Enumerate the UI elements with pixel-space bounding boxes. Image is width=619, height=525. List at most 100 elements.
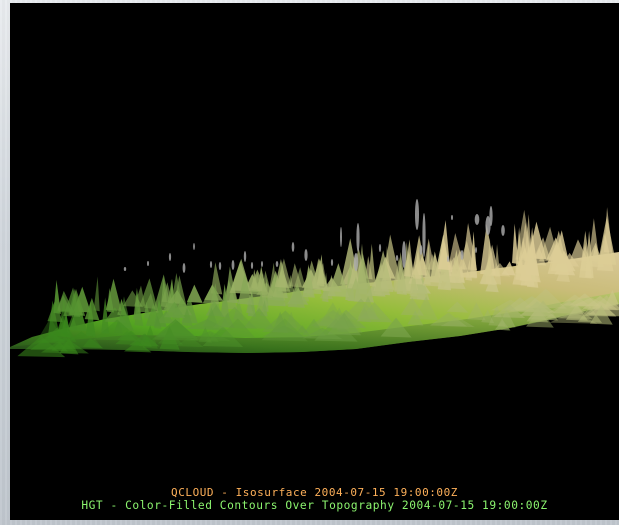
terrain-ridge: [189, 330, 231, 342]
terrain-ridge: [519, 301, 555, 317]
terrain-ridge: [481, 309, 495, 324]
cloud-layer-caption: QCLOUD - Isosurface 2004-07-15 19:00:00Z: [171, 486, 458, 499]
terrain-peak: [93, 276, 100, 312]
terrain-peak: [47, 300, 63, 323]
3d-viewport[interactable]: QCLOUD - Isosurface 2004-07-15 19:00:00Z…: [10, 3, 619, 520]
cloud-isosurface-fragment: [485, 216, 491, 235]
terrain-peak: [161, 282, 173, 303]
terrain-peak: [449, 249, 462, 284]
cloud-isosurface-fragment: [460, 250, 464, 260]
terrain-peak: [164, 301, 186, 319]
terrain-peak: [501, 261, 516, 276]
terrain-peak: [122, 290, 144, 308]
terrain-ridge: [117, 331, 138, 341]
cloud-isosurface-fragment: [451, 215, 453, 220]
terrain-ridge: [493, 304, 526, 318]
cloud-isosurface-fragment: [395, 255, 399, 261]
cloud-isosurface-fragment: [353, 253, 359, 271]
terrain-peak: [143, 301, 151, 320]
terrain-peak: [84, 297, 100, 321]
cloud-isosurface-fragment: [209, 261, 213, 268]
cloud-isosurface-fragment: [356, 223, 360, 252]
cloud-isosurface-fragment: [147, 261, 149, 266]
terrain-peak: [210, 262, 223, 295]
terrain-peak: [327, 263, 349, 297]
terrain-ridge: [198, 327, 213, 343]
terrain-peak: [202, 284, 220, 305]
cloud-isosurface-fragment: [261, 261, 263, 267]
terrain-peak: [246, 297, 254, 314]
cloud-isosurface-fragment: [291, 242, 295, 252]
terrain-peak: [118, 296, 132, 329]
terrain-peak: [153, 315, 162, 329]
cloud-isosurface-fragment: [218, 262, 222, 270]
terrain-peak: [181, 307, 193, 327]
terrain-ridge: [293, 324, 312, 338]
terrain-peak: [438, 220, 451, 271]
cloud-isosurface-fragment: [415, 199, 419, 230]
terrain-peak: [237, 272, 253, 305]
terrain-ridge: [545, 300, 593, 320]
terrain-peak: [422, 253, 442, 287]
terrain-peak: [354, 253, 374, 303]
terrain-layer-caption: HGT - Color-Filled Contours Over Topogra…: [81, 499, 548, 512]
terrain-ridge: [175, 336, 204, 348]
terrain-ridge: [302, 318, 326, 336]
terrain-peak: [287, 282, 305, 308]
cloud-isosurface-fragment: [402, 241, 406, 268]
cloud-isosurface-fragment: [501, 225, 505, 236]
terrain-peak: [251, 269, 259, 290]
terrain-peak: [106, 288, 114, 313]
terrain-ridge: [440, 316, 475, 328]
cloud-isosurface-fragment: [447, 256, 449, 262]
terrain-peak: [367, 243, 376, 287]
terrain-ridge: [142, 325, 158, 349]
terrain-layer: [10, 207, 619, 358]
cloud-isosurface-fragment: [193, 243, 195, 250]
terrain-peak: [527, 221, 547, 260]
terrain-peak: [277, 258, 292, 289]
terrain-peak: [396, 251, 407, 295]
terrain-peak: [268, 262, 278, 297]
terrain-peak: [570, 239, 589, 261]
terrain-ridge: [329, 307, 350, 330]
cloud-isosurface-fragment: [243, 251, 247, 262]
terrain-peak: [101, 297, 110, 335]
terrain-ridge: [261, 310, 309, 333]
terrain-ridge: [357, 307, 372, 323]
terrain-ridge: [356, 302, 393, 323]
cloud-isosurface-fragment: [168, 253, 172, 261]
terrain-scene[interactable]: [10, 3, 619, 520]
cloud-isosurface-fragment: [231, 260, 235, 270]
terrain-ridge: [186, 319, 229, 330]
terrain-peak: [480, 224, 496, 275]
cloud-isosurface-fragment: [275, 261, 279, 267]
terrain-peak: [220, 283, 230, 318]
terrain-ridge: [202, 326, 244, 347]
cloud-isosurface-fragment: [474, 214, 480, 225]
terrain-ridge: [123, 341, 152, 353]
terrain-ridge: [212, 306, 257, 329]
terrain-peak: [485, 237, 492, 285]
terrain-peak: [409, 267, 418, 297]
terrain-ridge: [446, 301, 469, 313]
cloud-isosurface-fragment: [330, 259, 334, 266]
terrain-peak: [404, 239, 414, 278]
terrain-ridge: [490, 299, 531, 312]
cloud-isosurface-fragment: [250, 262, 254, 269]
terrain-ridge: [243, 307, 275, 329]
terrain-ridge: [568, 293, 601, 307]
terrain-peak: [585, 230, 594, 279]
terrain-peak: [512, 223, 519, 264]
terrain-peak: [412, 264, 421, 280]
terrain-ridge: [497, 309, 516, 328]
terrain-ridge: [151, 319, 199, 341]
terrain-ridge: [407, 310, 424, 326]
cloud-isosurface-fragment: [304, 249, 308, 261]
terrain-peak: [225, 266, 238, 304]
terrain-peak: [186, 284, 203, 303]
terrain-ridge: [327, 312, 362, 336]
terrain-peak: [66, 314, 78, 331]
cloud-isosurface-fragment: [489, 206, 493, 226]
